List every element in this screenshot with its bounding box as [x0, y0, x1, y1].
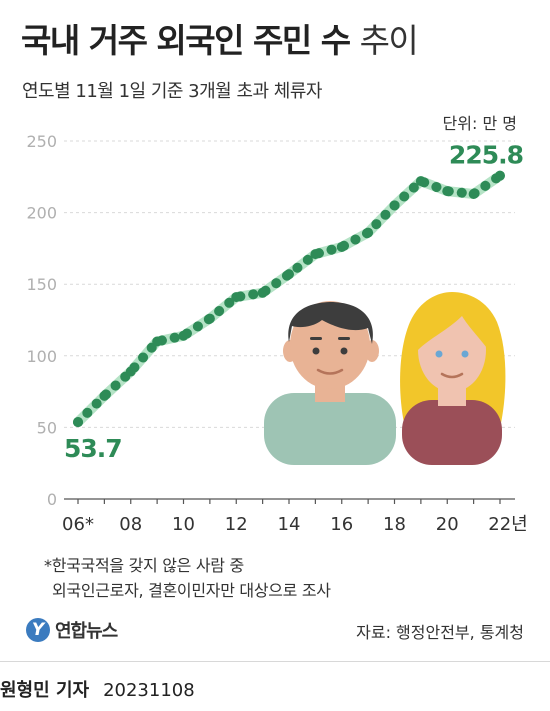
- x-tick-label: 06*: [62, 514, 94, 535]
- x-tick-label: 10: [172, 514, 195, 535]
- data-point: [231, 292, 242, 303]
- x-tick-label: 12: [225, 514, 248, 535]
- page-subtitle: 연도별 11월 1일 기준 3개월 초과 체류자: [22, 81, 322, 102]
- woman-icon: [400, 292, 506, 465]
- x-tick-label: 20: [436, 514, 459, 535]
- people-illustration: [264, 292, 506, 465]
- x-tick-label: 22년: [488, 514, 527, 535]
- data-label: 225.8: [449, 141, 523, 170]
- man-icon: [264, 301, 396, 465]
- data-point: [204, 313, 215, 324]
- title-bold: 국내 거주 외국인 주민 수: [21, 21, 351, 60]
- y-tick-label: 0: [47, 490, 57, 509]
- yonhap-logo-mark: Y: [26, 618, 50, 642]
- page-title: 국내 거주 외국인 주민 수 추이: [21, 14, 419, 62]
- data-point: [73, 417, 83, 428]
- data-point: [178, 330, 189, 341]
- data-point: [468, 188, 479, 199]
- data-points: [73, 170, 505, 428]
- y-tick-label: 150: [26, 275, 57, 294]
- data-labels: 53.7 225.8: [64, 141, 524, 463]
- data-point: [99, 390, 110, 401]
- x-tick-label: 18: [383, 514, 406, 535]
- data-point: [389, 200, 400, 211]
- footer-divider: [0, 661, 550, 662]
- data-point: [336, 241, 347, 252]
- data-point: [257, 287, 268, 298]
- y-tick-label: 200: [26, 204, 57, 223]
- x-tick-label: 14: [278, 514, 301, 535]
- y-tick-label: 50: [37, 418, 57, 437]
- data-point: [363, 227, 374, 238]
- data-point: [442, 186, 453, 197]
- data-point: [415, 176, 426, 187]
- yonhap-logo: Y 연합뉴스: [26, 617, 118, 643]
- x-tick-label: 16: [330, 514, 353, 535]
- data-label: 53.7: [64, 434, 122, 463]
- yonhap-logo-text: 연합뉴스: [55, 621, 118, 642]
- footnote-line-2: 외국인근로자, 결혼이민자만 대상으로 조사: [52, 581, 331, 600]
- source-label: 자료: 행정안전부, 통계청: [356, 623, 524, 642]
- y-axis-ticks: 0 50 100 150 200 250: [26, 132, 57, 509]
- footnote-line-1: *한국국적을 갖지 않은 사람 중: [44, 556, 244, 575]
- unit-label: 단위: 만 명: [442, 114, 517, 133]
- footnote: *한국국적을 갖지 않은 사람 중 외국인근로자, 결혼이민자만 대상으로 조사: [44, 553, 331, 603]
- x-axis: 06* 08 10 12 14 16 18 20 22년: [62, 498, 528, 535]
- y-tick-label: 250: [26, 132, 57, 151]
- data-point: [495, 170, 505, 181]
- reporter-name: 원형민 기자: [0, 680, 90, 701]
- title-light: 추이: [359, 21, 419, 60]
- y-tick-label: 100: [26, 347, 57, 366]
- data-point: [152, 336, 163, 347]
- x-tick-label: 08: [119, 514, 142, 535]
- byline: 원형민 기자 20231108: [0, 676, 195, 702]
- data-point: [310, 249, 321, 260]
- data-point: [125, 366, 136, 377]
- data-point: [284, 269, 294, 280]
- publish-date: 20231108: [103, 680, 195, 701]
- line-chart: 0 50 100 150 200 250 06* 08 10 12 14 16 18 20: [26, 132, 528, 535]
